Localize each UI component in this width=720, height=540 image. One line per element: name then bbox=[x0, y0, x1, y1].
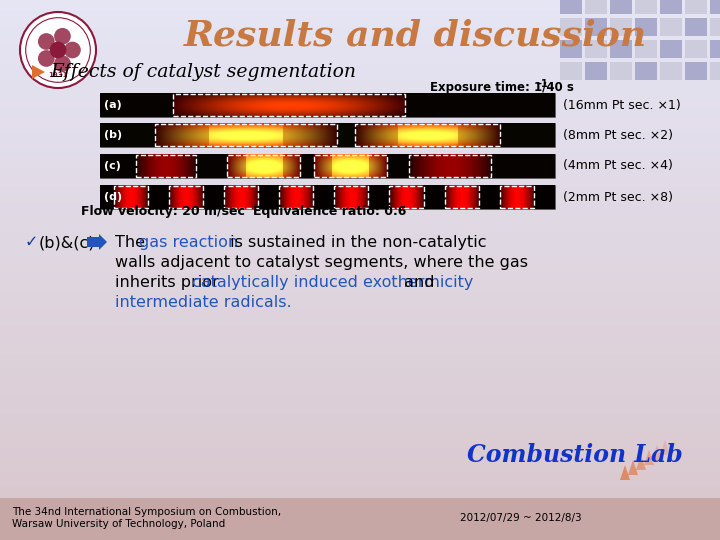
Circle shape bbox=[20, 12, 96, 88]
Polygon shape bbox=[636, 455, 646, 470]
Text: is sustained in the non-catalytic: is sustained in the non-catalytic bbox=[225, 235, 487, 250]
Bar bbox=[314, 155, 387, 177]
Bar bbox=[610, 40, 632, 58]
Circle shape bbox=[64, 42, 81, 58]
Bar bbox=[100, 154, 555, 178]
Polygon shape bbox=[644, 450, 654, 465]
Polygon shape bbox=[660, 440, 670, 455]
Bar bbox=[228, 155, 300, 177]
Bar bbox=[100, 123, 555, 147]
Bar bbox=[355, 124, 500, 146]
Text: Equivalence ratio: 0.6: Equivalence ratio: 0.6 bbox=[253, 206, 407, 219]
Bar bbox=[685, 62, 707, 80]
Circle shape bbox=[54, 56, 71, 72]
Text: (2mm Pt sec. ×8): (2mm Pt sec. ×8) bbox=[563, 191, 673, 204]
Polygon shape bbox=[652, 445, 662, 460]
Text: (d): (d) bbox=[104, 192, 122, 202]
Bar bbox=[610, 18, 632, 36]
Bar bbox=[279, 186, 313, 208]
Text: and: and bbox=[399, 275, 434, 290]
Bar bbox=[334, 186, 369, 208]
Bar bbox=[100, 185, 555, 209]
Bar bbox=[224, 186, 258, 208]
Circle shape bbox=[54, 28, 71, 45]
Bar bbox=[585, 40, 607, 58]
Bar bbox=[390, 186, 423, 208]
Bar bbox=[114, 186, 148, 208]
Bar bbox=[445, 186, 479, 208]
Text: (a): (a) bbox=[104, 100, 122, 110]
Text: 1931: 1931 bbox=[48, 72, 68, 78]
Bar bbox=[560, 0, 582, 14]
Bar bbox=[585, 62, 607, 80]
Text: Combustion Lab: Combustion Lab bbox=[467, 443, 683, 467]
Bar bbox=[610, 62, 632, 80]
Text: (b): (b) bbox=[104, 130, 122, 140]
Bar bbox=[410, 155, 491, 177]
Text: Warsaw University of Technology, Poland: Warsaw University of Technology, Poland bbox=[12, 519, 225, 529]
Bar bbox=[585, 18, 607, 36]
Text: (b)&(c): (b)&(c) bbox=[39, 235, 96, 250]
Bar bbox=[685, 18, 707, 36]
Text: (16mm Pt sec. ×1): (16mm Pt sec. ×1) bbox=[563, 98, 680, 111]
Bar bbox=[155, 124, 337, 146]
Bar bbox=[560, 18, 582, 36]
Bar bbox=[635, 18, 657, 36]
Text: (4mm Pt sec. ×4): (4mm Pt sec. ×4) bbox=[563, 159, 673, 172]
Bar bbox=[685, 0, 707, 14]
Text: (8mm Pt sec. ×2): (8mm Pt sec. ×2) bbox=[563, 129, 673, 141]
Text: walls adjacent to catalyst segments, where the gas: walls adjacent to catalyst segments, whe… bbox=[115, 255, 528, 270]
Text: Flow velocity: 20 m/sec: Flow velocity: 20 m/sec bbox=[81, 206, 245, 219]
Bar bbox=[585, 0, 607, 14]
Polygon shape bbox=[32, 65, 45, 79]
Bar bbox=[136, 155, 196, 177]
Bar bbox=[100, 93, 555, 117]
Text: -1: -1 bbox=[537, 79, 548, 89]
Text: Effects of catalyst segmentation: Effects of catalyst segmentation bbox=[50, 63, 356, 81]
Circle shape bbox=[38, 50, 55, 67]
Bar bbox=[173, 94, 405, 116]
Bar bbox=[635, 62, 657, 80]
Bar bbox=[660, 62, 682, 80]
Text: Exposure time: 1/40 s: Exposure time: 1/40 s bbox=[430, 80, 574, 93]
Bar bbox=[710, 18, 720, 36]
Bar bbox=[560, 40, 582, 58]
Polygon shape bbox=[628, 460, 638, 475]
Bar bbox=[685, 40, 707, 58]
Bar bbox=[710, 0, 720, 14]
Text: intermediate radicals.: intermediate radicals. bbox=[115, 295, 292, 310]
Text: catalytically induced exothermicity: catalytically induced exothermicity bbox=[192, 275, 473, 290]
Text: inherits prior: inherits prior bbox=[115, 275, 224, 290]
Bar bbox=[635, 0, 657, 14]
Text: Results and discussion: Results and discussion bbox=[184, 18, 647, 52]
Bar bbox=[0, 498, 720, 540]
Text: The 34nd International Symposium on Combustion,: The 34nd International Symposium on Comb… bbox=[12, 507, 281, 517]
Bar bbox=[168, 186, 203, 208]
Circle shape bbox=[50, 42, 66, 58]
Bar bbox=[635, 40, 657, 58]
Text: ✓: ✓ bbox=[25, 235, 38, 250]
Text: The: The bbox=[115, 235, 150, 250]
Bar bbox=[710, 40, 720, 58]
Bar bbox=[610, 0, 632, 14]
Bar bbox=[560, 62, 582, 80]
Circle shape bbox=[38, 33, 55, 50]
Polygon shape bbox=[620, 465, 630, 480]
Bar bbox=[660, 0, 682, 14]
Polygon shape bbox=[87, 234, 107, 250]
Text: (c): (c) bbox=[104, 161, 121, 171]
Text: 2012/07/29 ~ 2012/8/3: 2012/07/29 ~ 2012/8/3 bbox=[460, 513, 582, 523]
Bar bbox=[500, 186, 534, 208]
Text: gas reaction: gas reaction bbox=[139, 235, 238, 250]
Bar bbox=[660, 40, 682, 58]
Bar bbox=[660, 18, 682, 36]
Bar bbox=[710, 62, 720, 80]
